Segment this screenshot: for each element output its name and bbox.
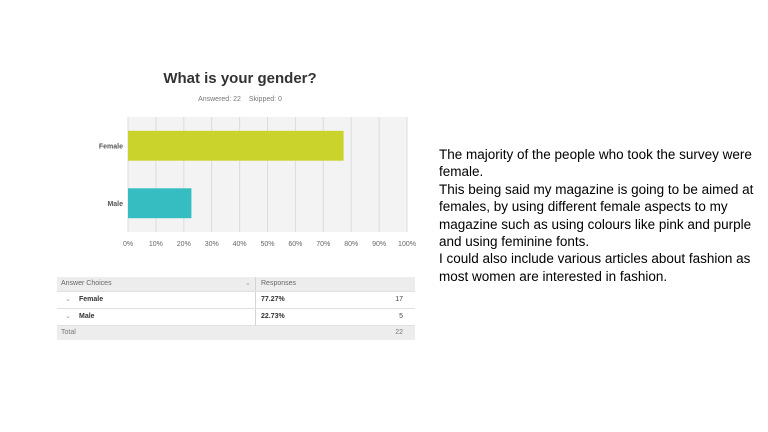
row-choice-label: Male [79, 313, 95, 320]
x-tick-label: 80% [344, 241, 358, 248]
table-row: ⌄ Female 77.27% 17 [57, 292, 415, 309]
bar-female [128, 130, 344, 161]
x-tick-label: 50% [260, 241, 274, 248]
table-total-row: Total 22 [57, 326, 415, 340]
x-tick-label: 30% [205, 241, 219, 248]
row-choice-label: Female [79, 296, 104, 303]
commentary-paragraph: The majority of the people who took the … [439, 147, 752, 180]
answered-count: Answered: 22 [198, 96, 241, 103]
x-tick-label: 20% [177, 241, 191, 248]
row-expand-chevron-icon[interactable]: ⌄ [65, 296, 71, 303]
header-sort-chevron-icon[interactable]: ⌄ [245, 280, 251, 287]
bar-male [128, 188, 192, 219]
x-tick-label: 10% [149, 241, 163, 248]
row-percent: 22.73% [261, 313, 285, 320]
x-tick-label: 60% [288, 241, 302, 248]
x-tick-label: 40% [233, 241, 247, 248]
row-percent: 77.27% [261, 296, 285, 303]
column-divider [255, 277, 256, 291]
survey-question-title: What is your gender? [163, 70, 317, 87]
x-tick-label: 0% [123, 241, 133, 248]
row-expand-chevron-icon[interactable]: ⌄ [65, 313, 71, 320]
column-divider [255, 292, 256, 308]
x-tick-label: 70% [316, 241, 330, 248]
row-count: 17 [395, 296, 403, 303]
header-responses: Responses [261, 280, 297, 287]
column-divider [255, 309, 256, 325]
commentary-paragraph: I could also include various articles ab… [439, 251, 751, 284]
total-count: 22 [395, 329, 403, 336]
commentary-paragraph: This being said my magazine is going to … [439, 181, 754, 250]
skipped-count: Skipped: 0 [248, 96, 282, 103]
gender-bar-chart: 0% 10% 20% 30% 40% 50% 60% 70% 80% 90% 100% Female M… [99, 117, 416, 248]
table-header-row: Answer Choices ⌄ Responses [57, 277, 415, 292]
responses-table: Answer Choices ⌄ Responses ⌄ Female 77.2… [57, 277, 415, 340]
total-label: Total [61, 329, 76, 336]
row-count: 5 [399, 313, 403, 320]
commentary-text: The majority of the people who took the … [439, 146, 768, 285]
x-tick-label: 100% [398, 241, 416, 248]
category-label: Female [99, 143, 123, 150]
table-row: ⌄ Male 22.73% 5 [57, 309, 415, 326]
x-tick-label: 90% [372, 241, 386, 248]
survey-response-meta: Answered: 22 Skipped: 0 [110, 96, 370, 103]
header-answer-choices: Answer Choices [61, 280, 112, 287]
category-label: Male [107, 201, 123, 208]
